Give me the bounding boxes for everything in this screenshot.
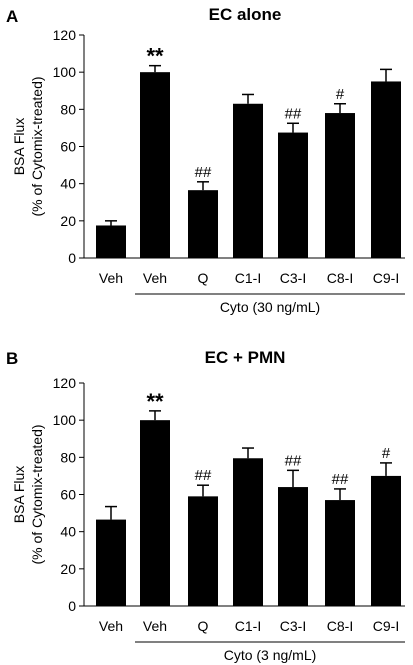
x-tick-label: C8-I [327,618,353,634]
x-tick-label: C8-I [327,270,353,286]
x-tick-label: C9-I [373,618,399,634]
bar [371,475,401,606]
significance-marker: # [336,86,345,103]
x-tick-label: C3-I [280,270,306,286]
significance-marker: # [382,445,391,462]
x-tick-label: Q [198,618,209,634]
x-tick-label: Q [198,270,209,286]
y-tick-label: 100 [53,64,77,80]
y-tick-label: 40 [60,176,76,192]
group-label: Cyto (3 ng/mL) [224,647,317,663]
x-tick-label: Veh [143,270,167,286]
bar [96,225,126,258]
significance-marker: ## [332,471,349,488]
y-tick-label: 80 [60,449,76,465]
y-tick-label: 120 [53,375,77,391]
y-tick-label: 0 [68,598,76,614]
x-tick-label: C3-I [280,618,306,634]
bar [96,519,126,606]
y-tick-label: 80 [60,101,76,117]
panel-letter: B [6,349,18,368]
bar [371,81,401,258]
y-axis-label-unit: (% of Cytomix-treated) [29,424,45,564]
x-tick-label: Veh [99,618,123,634]
significance-marker: ** [146,389,164,414]
y-tick-label: 100 [53,412,77,428]
bar [278,487,308,606]
y-tick-label: 40 [60,524,76,540]
significance-marker: ## [285,452,302,469]
significance-marker: ## [285,105,302,122]
significance-marker: ## [195,467,212,484]
bar [325,113,355,258]
x-tick-label: C1-I [235,618,261,634]
significance-marker: ** [146,44,164,69]
x-tick-label: C9-I [373,270,399,286]
y-axis-label: BSA Flux [11,118,27,176]
x-tick-label: Veh [99,270,123,286]
y-tick-label: 60 [60,487,76,503]
bar [188,190,218,258]
bar [140,72,170,259]
y-tick-label: 60 [60,139,76,155]
group-label: Cyto (30 ng/mL) [220,299,320,315]
y-tick-label: 120 [53,27,77,43]
x-tick-label: Veh [143,618,167,634]
significance-marker: ## [195,164,212,181]
x-tick-label: C1-I [235,270,261,286]
y-tick-label: 0 [68,250,76,266]
y-axis-label: BSA Flux [11,466,27,524]
bar [233,458,263,606]
panel-letter: A [6,7,18,26]
chart-title: EC alone [209,5,282,24]
bar [140,420,170,606]
y-tick-label: 20 [60,561,76,577]
y-axis-label-unit: (% of Cytomix-treated) [29,76,45,216]
y-tick-label: 20 [60,213,76,229]
bar [233,103,263,258]
bar [278,132,308,258]
bar [188,496,218,606]
bar [325,500,355,606]
chart-title: EC + PMN [205,348,286,367]
